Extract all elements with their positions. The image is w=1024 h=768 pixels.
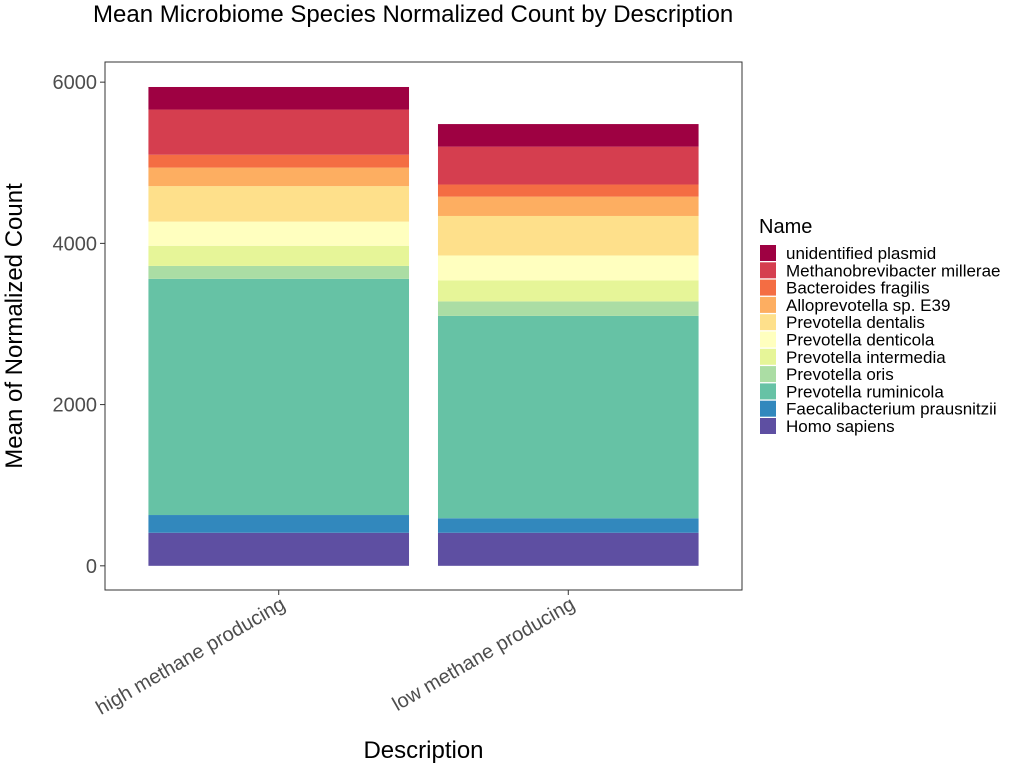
legend-label: Faecalibacterium prausnitzii [786,400,997,419]
legend-swatch [760,348,776,365]
bar-segment-0-7 [148,167,410,187]
legend-swatch [760,331,776,348]
bar-segment-1-6 [437,215,699,256]
bar-segment-1-4 [437,280,699,302]
legend-label: Prevotella denticola [786,331,935,350]
bar-segment-0-8 [148,154,410,168]
bar-segment-1-2 [437,315,699,519]
legend-title: Name [759,216,812,238]
y-tick-label: 2000 [53,395,98,417]
legend-swatch [760,262,776,279]
legend-swatch [760,279,776,296]
plot-panel-border [104,61,743,591]
y-axis-title: Mean of Normalized Count [1,183,28,469]
bar-segment-1-7 [437,196,699,216]
legend-label: Alloprevotella sp. E39 [786,296,950,315]
legend-swatch [760,296,776,313]
bar-segment-0-0 [148,532,410,566]
legend-label: Methanobrevibacter millerae [786,261,1001,280]
bar-segment-0-4 [148,245,410,266]
bar-segment-0-10 [148,86,410,110]
bar-segment-1-0 [437,532,699,566]
y-tick-label: 0 [86,556,97,578]
y-tick-label: 4000 [53,233,98,255]
chart-title: Mean Microbiome Species Normalized Count… [93,1,733,28]
bar-segment-1-10 [437,124,699,147]
y-axis: 0 2000 4000 6000 [53,72,105,578]
legend-label: Prevotella intermedia [786,348,946,367]
bar-segment-0-9 [148,109,410,155]
legend-swatch [760,418,776,434]
legend-swatch [760,400,776,417]
legend-label: Bacteroides fragilis [786,279,930,298]
legend-swatch [760,366,776,383]
bar-segment-1-8 [437,184,699,197]
legend: Name unidentified plasmidMethanobrevibac… [759,216,1001,436]
legend-label: Homo sapiens [786,417,895,436]
legend-label: Prevotella dentalis [786,313,925,332]
x-tick-label: high methane producing [92,593,289,719]
legend-swatch [760,245,776,261]
bar-segment-1-5 [437,255,699,281]
bar-segment-1-9 [437,146,699,185]
legend-swatch [760,383,776,400]
legend-label: unidentified plasmid [786,244,936,263]
legend-swatch [760,314,776,331]
x-axis: high methane producing low methane produc… [92,590,579,720]
bars-layer [148,86,699,566]
bar-segment-0-3 [148,265,410,279]
bar-segment-1-3 [437,301,699,316]
legend-label: Prevotella oris [786,365,894,384]
bar-segment-0-1 [148,515,410,533]
x-axis-title: Description [363,737,483,764]
bar-segment-0-5 [148,221,410,246]
legend-label: Prevotella ruminicola [786,382,944,401]
y-tick-label: 6000 [53,72,98,94]
bar-segment-1-1 [437,518,699,533]
bar-segment-0-2 [148,278,410,516]
bar-segment-0-6 [148,186,410,222]
x-tick-label: low methane producing [389,593,579,715]
